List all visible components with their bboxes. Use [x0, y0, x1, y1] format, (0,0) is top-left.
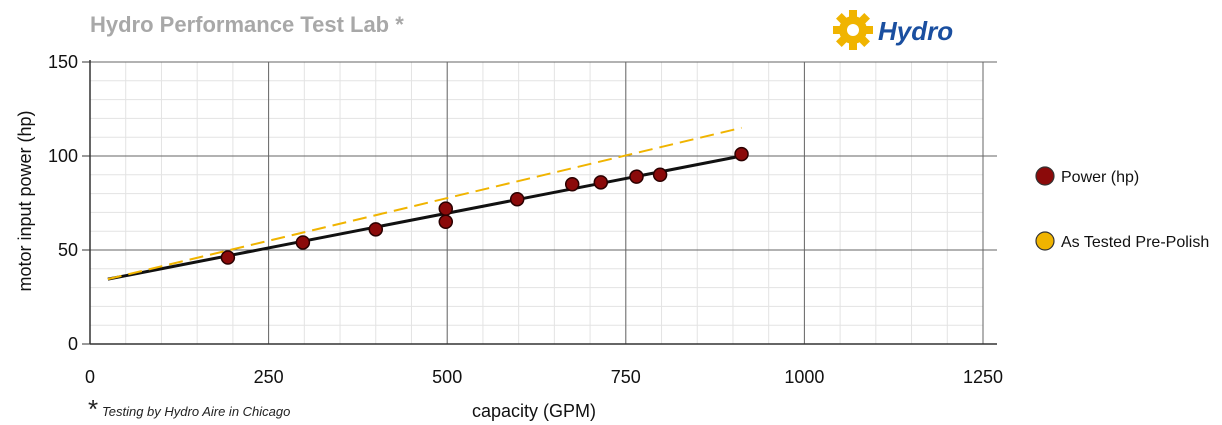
power-data-point [652, 167, 668, 183]
series-points [220, 146, 749, 265]
axes [82, 60, 997, 345]
x-tick-label: 500 [432, 367, 462, 387]
minor-grid [89, 61, 984, 345]
y-tick-label: 50 [58, 240, 78, 260]
pre-polish-dashed-line [107, 126, 742, 281]
y-tick-label: 100 [48, 146, 78, 166]
x-tick-labels: 0 250 500 750 1000 1250 [85, 367, 1003, 387]
power-data-point [295, 235, 311, 250]
y-axis-label: motor input power (hp) [15, 110, 35, 291]
major-grid [90, 61, 997, 344]
legend-marker [1035, 166, 1055, 186]
power-data-point [368, 222, 384, 237]
legend-label: As Tested Pre-Polish [1061, 234, 1209, 251]
gear-tooth [849, 41, 857, 50]
hydro-logo: Hydro [833, 10, 953, 50]
gear-icon [833, 10, 873, 50]
power-data-point [734, 146, 749, 162]
power-data-point [220, 250, 236, 265]
x-tick-label: 1250 [963, 367, 1003, 387]
power-data-point [564, 176, 580, 192]
x-axis-label: capacity (GPM) [472, 401, 596, 421]
x-tick-label: 250 [254, 367, 284, 387]
power-data-point [593, 175, 609, 190]
x-tick-label: 750 [611, 367, 641, 387]
x-tick-label: 0 [85, 367, 95, 387]
legend-marker [1035, 231, 1055, 251]
legend-label: Power (hp) [1061, 169, 1139, 186]
legend: Power (hp) As Tested Pre-Polish [1035, 166, 1209, 251]
power-data-point [438, 201, 454, 216]
power-data-point [629, 169, 644, 184]
y-tick-labels: 0 50 100 150 [48, 52, 78, 354]
power-data-point [438, 214, 454, 230]
logo-text: Hydro [878, 16, 953, 46]
power-data-point [509, 191, 525, 207]
gear-tooth [849, 10, 857, 19]
series-lines [107, 126, 742, 281]
footnote-text: Testing by Hydro Aire in Chicago [102, 404, 290, 419]
y-tick-label: 150 [48, 52, 78, 72]
x-tick-label: 1000 [784, 367, 824, 387]
chart-title: Hydro Performance Test Lab * [90, 12, 404, 37]
footnote-star: * [88, 394, 98, 424]
gear-hole [847, 24, 859, 36]
y-tick-label: 0 [68, 334, 78, 354]
